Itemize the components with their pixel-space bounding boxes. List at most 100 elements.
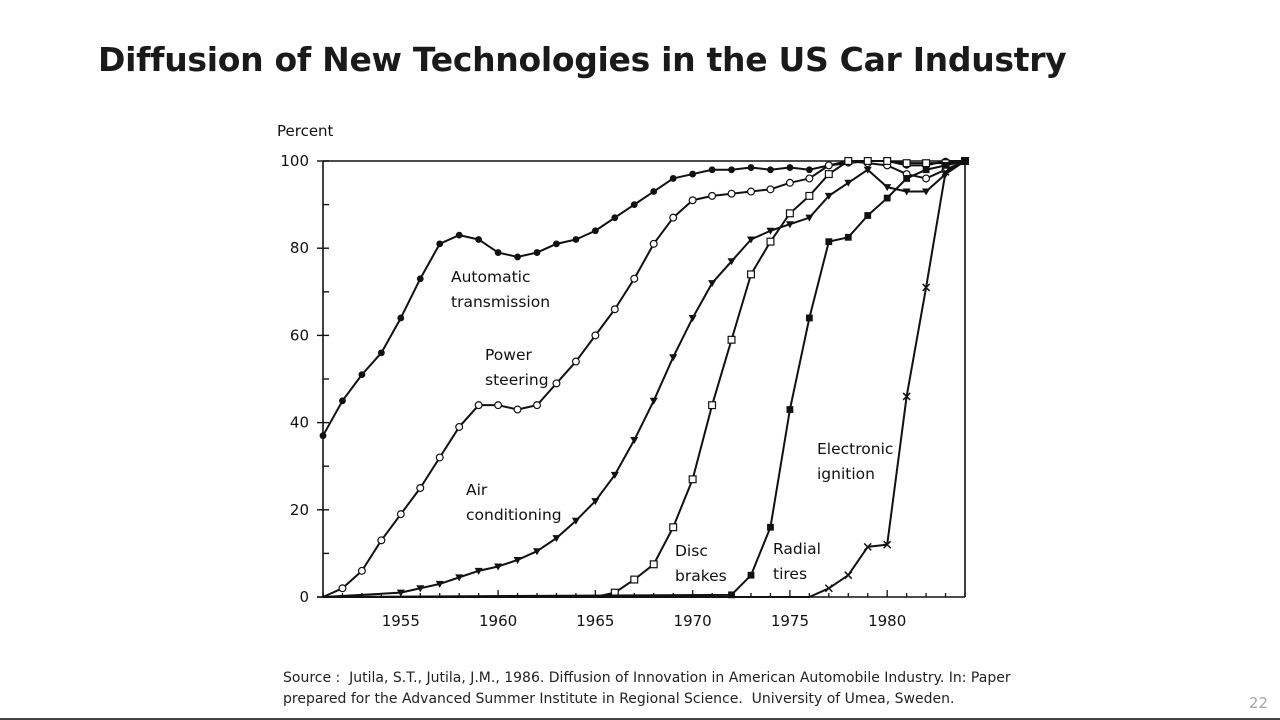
series-label-power-steering: steering [485, 371, 549, 389]
source-line-1: Source : Jutila, S.T., Jutila, J.M., 198… [283, 670, 1011, 686]
data-point-power-steering [610, 305, 619, 314]
data-point-automatic-transmission [669, 175, 677, 182]
data-point-disc-brakes [727, 335, 736, 344]
series-label-radial-tires: tires [773, 565, 807, 583]
data-point-radial-tires [825, 238, 833, 246]
data-point-disc-brakes [708, 401, 717, 410]
data-point-power-steering [688, 196, 697, 205]
data-point-radial-tires [728, 591, 735, 599]
data-point-electronic-ignition [883, 540, 892, 549]
data-point-radial-tires [883, 194, 891, 202]
data-point-disc-brakes [863, 156, 872, 165]
data-point-air-conditioning [922, 188, 931, 196]
data-point-power-steering [649, 239, 658, 248]
data-point-power-steering [591, 331, 600, 340]
data-point-air-conditioning [474, 567, 483, 575]
data-point-power-steering [708, 191, 717, 200]
data-point-disc-brakes [766, 237, 775, 246]
data-point-electronic-ignition [922, 283, 931, 292]
data-point-automatic-transmission [786, 164, 794, 171]
data-point-electronic-ignition [941, 167, 950, 176]
data-point-air-conditioning [766, 227, 775, 235]
data-point-power-steering [785, 178, 794, 187]
y-tick-label: 20 [290, 501, 309, 519]
data-point-power-steering [435, 453, 444, 462]
data-point-air-conditioning [591, 498, 600, 506]
data-point-air-conditioning [688, 314, 697, 322]
series-automatic-transmission [319, 157, 969, 440]
data-point-air-conditioning [824, 192, 833, 200]
data-point-power-steering [494, 401, 503, 410]
series-electronic-ignition [323, 156, 970, 598]
data-point-power-steering [824, 161, 833, 170]
data-point-power-steering [747, 187, 756, 196]
data-point-automatic-transmission [805, 166, 813, 174]
data-point-power-steering [533, 401, 542, 410]
data-point-air-conditioning [727, 258, 736, 266]
series-label-disc-brakes: Disc [675, 542, 708, 560]
series-power-steering [322, 156, 969, 598]
x-tick-label: 1980 [868, 612, 906, 630]
source-line-2: prepared for the Advanced Summer Institu… [283, 691, 955, 707]
data-point-disc-brakes [824, 170, 833, 179]
data-point-power-steering [669, 213, 678, 222]
data-point-automatic-transmission [358, 371, 366, 379]
data-point-disc-brakes [649, 560, 658, 569]
y-tick-label: 80 [290, 239, 309, 257]
data-point-disc-brakes [747, 270, 756, 279]
data-point-air-conditioning [571, 517, 580, 525]
data-point-disc-brakes [805, 191, 814, 200]
data-point-air-conditioning [883, 184, 892, 192]
data-point-air-conditioning [805, 214, 814, 222]
data-point-power-steering [552, 379, 561, 388]
data-point-electronic-ignition [960, 156, 970, 166]
data-point-air-conditioning [863, 166, 872, 174]
y-tick-label: 0 [299, 588, 309, 606]
data-point-radial-tires [805, 314, 813, 322]
data-point-automatic-transmission [650, 188, 658, 195]
data-point-air-conditioning [747, 236, 755, 244]
data-point-air-conditioning [533, 548, 541, 556]
series-line-air-conditioning [322, 160, 966, 598]
data-point-air-conditioning [513, 556, 522, 564]
data-point-electronic-ignition [902, 392, 911, 401]
data-point-automatic-transmission [377, 349, 385, 357]
technology-diffusion-chart: 0 20 40 60 80 100 Percent 1955 1960 1965 1970 1975 1… [277, 122, 970, 630]
chart-annotations: Automatic transmission Power steering Air con… [451, 268, 893, 585]
data-point-radial-tires [844, 233, 852, 241]
data-point-power-steering [513, 405, 522, 414]
data-point-automatic-transmission [553, 240, 560, 248]
data-point-radial-tires [922, 166, 930, 174]
series-label-automatic-transmission: Automatic [451, 268, 531, 286]
data-point-automatic-transmission [747, 164, 755, 171]
data-point-disc-brakes [902, 159, 911, 168]
data-point-automatic-transmission [416, 275, 424, 283]
data-point-automatic-transmission [708, 166, 716, 174]
slide-title: Diffusion of New Technologies in the US … [98, 40, 1067, 79]
data-point-air-conditioning [610, 471, 619, 479]
series-label-radial-tires: Radial [773, 540, 821, 558]
data-point-electronic-ignition [844, 571, 853, 580]
data-point-automatic-transmission [630, 201, 638, 208]
data-point-air-conditioning [494, 563, 503, 571]
series-line-radial-tires [322, 160, 966, 598]
data-point-power-steering [571, 357, 580, 366]
data-point-electronic-ignition [863, 542, 872, 551]
data-point-automatic-transmission [591, 227, 599, 235]
data-point-power-steering [922, 174, 931, 183]
data-point-air-conditioning [708, 280, 717, 288]
data-point-automatic-transmission [494, 249, 502, 256]
chart-plot-area [319, 156, 970, 599]
data-point-air-conditioning [435, 580, 444, 588]
source-citation: Source : Jutila, S.T., Jutila, J.M., 198… [283, 668, 1043, 710]
data-point-air-conditioning [396, 589, 405, 597]
data-point-air-conditioning [630, 437, 639, 445]
data-point-automatic-transmission [767, 166, 774, 174]
data-point-air-conditioning [902, 188, 911, 196]
series-radial-tires [322, 157, 969, 599]
data-point-air-conditioning [669, 354, 678, 362]
x-tick-label: 1960 [479, 612, 517, 630]
data-point-air-conditioning [785, 221, 794, 229]
data-point-radial-tires [786, 406, 794, 413]
x-tick-label: 1965 [576, 612, 614, 630]
